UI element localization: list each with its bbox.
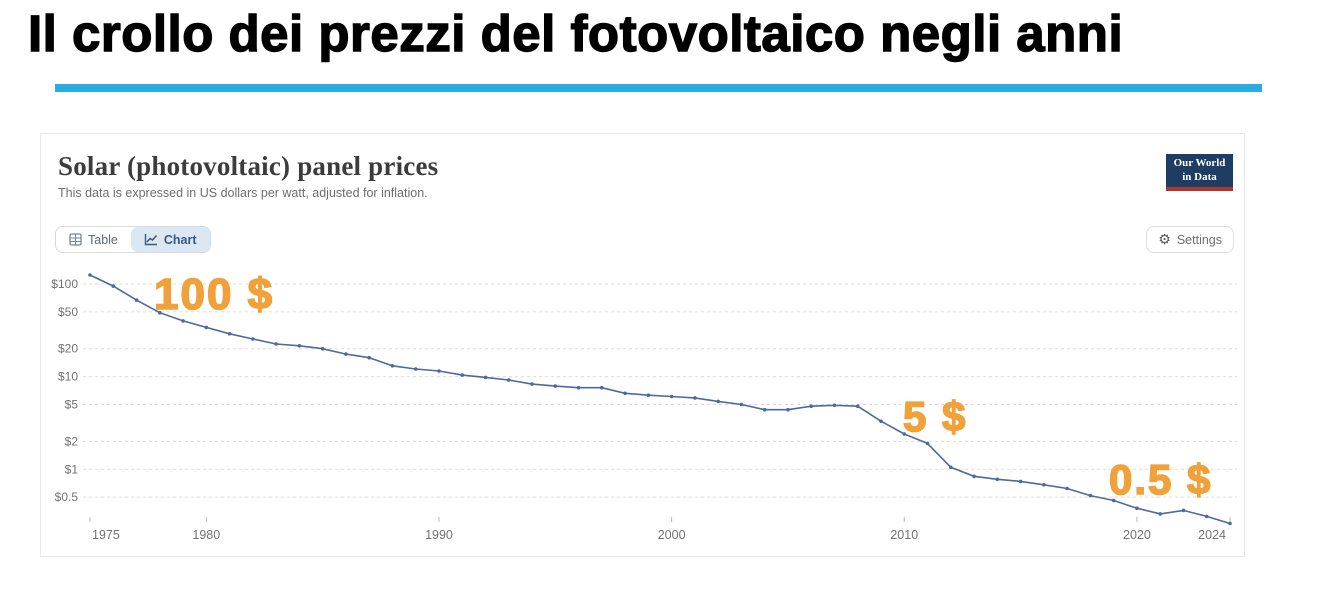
data-point-marker [274,342,278,346]
table-icon [69,233,82,246]
price-annotation: 0.5 $ [1108,455,1213,504]
owid-logo[interactable]: Our World in Data [1166,154,1233,191]
data-point-marker [1042,483,1046,487]
data-point-marker [1111,498,1116,503]
data-point-marker [1158,512,1162,516]
title-divider-bar [55,84,1262,92]
data-point-marker [809,404,813,409]
x-axis-label: 2000 [658,528,686,542]
x-axis-label: 2020 [1123,528,1151,542]
y-axis-label: $0.5 [55,490,79,504]
data-point-marker [553,384,558,388]
price-line-chart[interactable]: $100 $50 $20 $10 $5 $2 $1 $0.5 1975 1980 1990 2000 2… [41,134,1244,556]
slide-title: Il crollo dei prezzi del fotovoltaico ne… [27,4,1124,62]
data-point-marker [158,310,162,315]
data-point-marker [669,394,674,399]
owid-chart-card: $100 $50 $20 $10 $5 $2 $1 $0.5 1975 1980 1990 2000 2… [40,133,1245,557]
view-tabs: Table Chart [55,226,211,253]
tab-table-label: Table [88,232,118,247]
data-point-marker [786,407,790,412]
data-point-marker [902,432,907,436]
y-axis-label: $50 [58,305,78,319]
data-point-marker [88,273,92,277]
data-point-marker [879,419,883,424]
owid-logo-line1: Our World [1173,156,1226,169]
data-point-marker [972,474,976,479]
data-point-marker [134,298,139,302]
data-point-marker [739,402,744,407]
data-point-marker [367,355,372,360]
tab-chart[interactable]: Chart [130,227,210,252]
data-point-marker [949,465,953,470]
data-point-marker [483,375,488,380]
data-point-marker [1204,514,1209,519]
data-point-marker [460,373,465,377]
data-point-marker [530,382,534,386]
y-axis-label: $2 [65,434,79,448]
data-point-marker [925,441,930,446]
data-point-marker [995,477,1000,482]
data-point-marker [576,385,581,390]
data-point-marker [1018,479,1023,484]
tab-chart-label: Chart [163,232,197,247]
data-point-marker [1181,508,1186,513]
chart-subtitle: This data is expressed in US dollars per… [58,186,428,200]
data-point-marker [111,284,116,288]
data-point-marker [181,319,185,323]
data-point-marker [297,344,302,348]
data-point-marker [623,391,627,396]
data-point-marker [413,367,418,371]
data-point-marker [646,393,651,398]
data-point-marker [832,403,837,408]
data-point-marker [716,399,720,404]
x-axis-label: 2024 [1198,528,1226,542]
y-axis-label: $5 [65,398,79,412]
data-point-marker [390,364,395,368]
x-axis-label: 1975 [92,528,120,542]
gear-icon: ⚙ [1158,231,1171,248]
data-point-marker [320,346,325,351]
settings-button[interactable]: ⚙ Settings [1146,226,1234,253]
y-axis-label: $10 [58,370,78,384]
data-point-marker [762,407,767,412]
y-axis-label: $1 [65,462,79,476]
price-annotation: 100 $ [153,269,275,320]
data-point-marker [1088,493,1093,498]
chart-title: Solar (photovoltaic) panel prices [58,151,439,181]
line-chart-icon [144,234,157,246]
data-point-marker [1228,521,1232,526]
data-point-marker [344,352,348,356]
data-point-marker [437,369,441,373]
owid-logo-line2: in Data [1182,170,1217,183]
y-axis-label: $20 [58,342,78,356]
data-point-marker [227,332,232,336]
data-point-marker [1135,506,1139,511]
x-axis-label: 1980 [192,528,220,542]
data-point-marker [507,378,511,382]
data-point-marker [600,385,604,390]
data-point-marker [855,404,860,409]
tab-table[interactable]: Table [56,227,131,252]
data-point-marker [693,396,697,400]
data-point-marker [204,325,209,330]
x-axis-label: 2010 [890,528,918,542]
data-point-marker [251,337,255,341]
x-axis-label: 1990 [425,528,453,542]
y-axis-label: $100 [51,277,78,291]
price-line [89,274,1231,525]
data-point-marker [1065,486,1069,491]
settings-label: Settings [1176,232,1222,247]
price-annotation: 5 $ [902,392,968,441]
